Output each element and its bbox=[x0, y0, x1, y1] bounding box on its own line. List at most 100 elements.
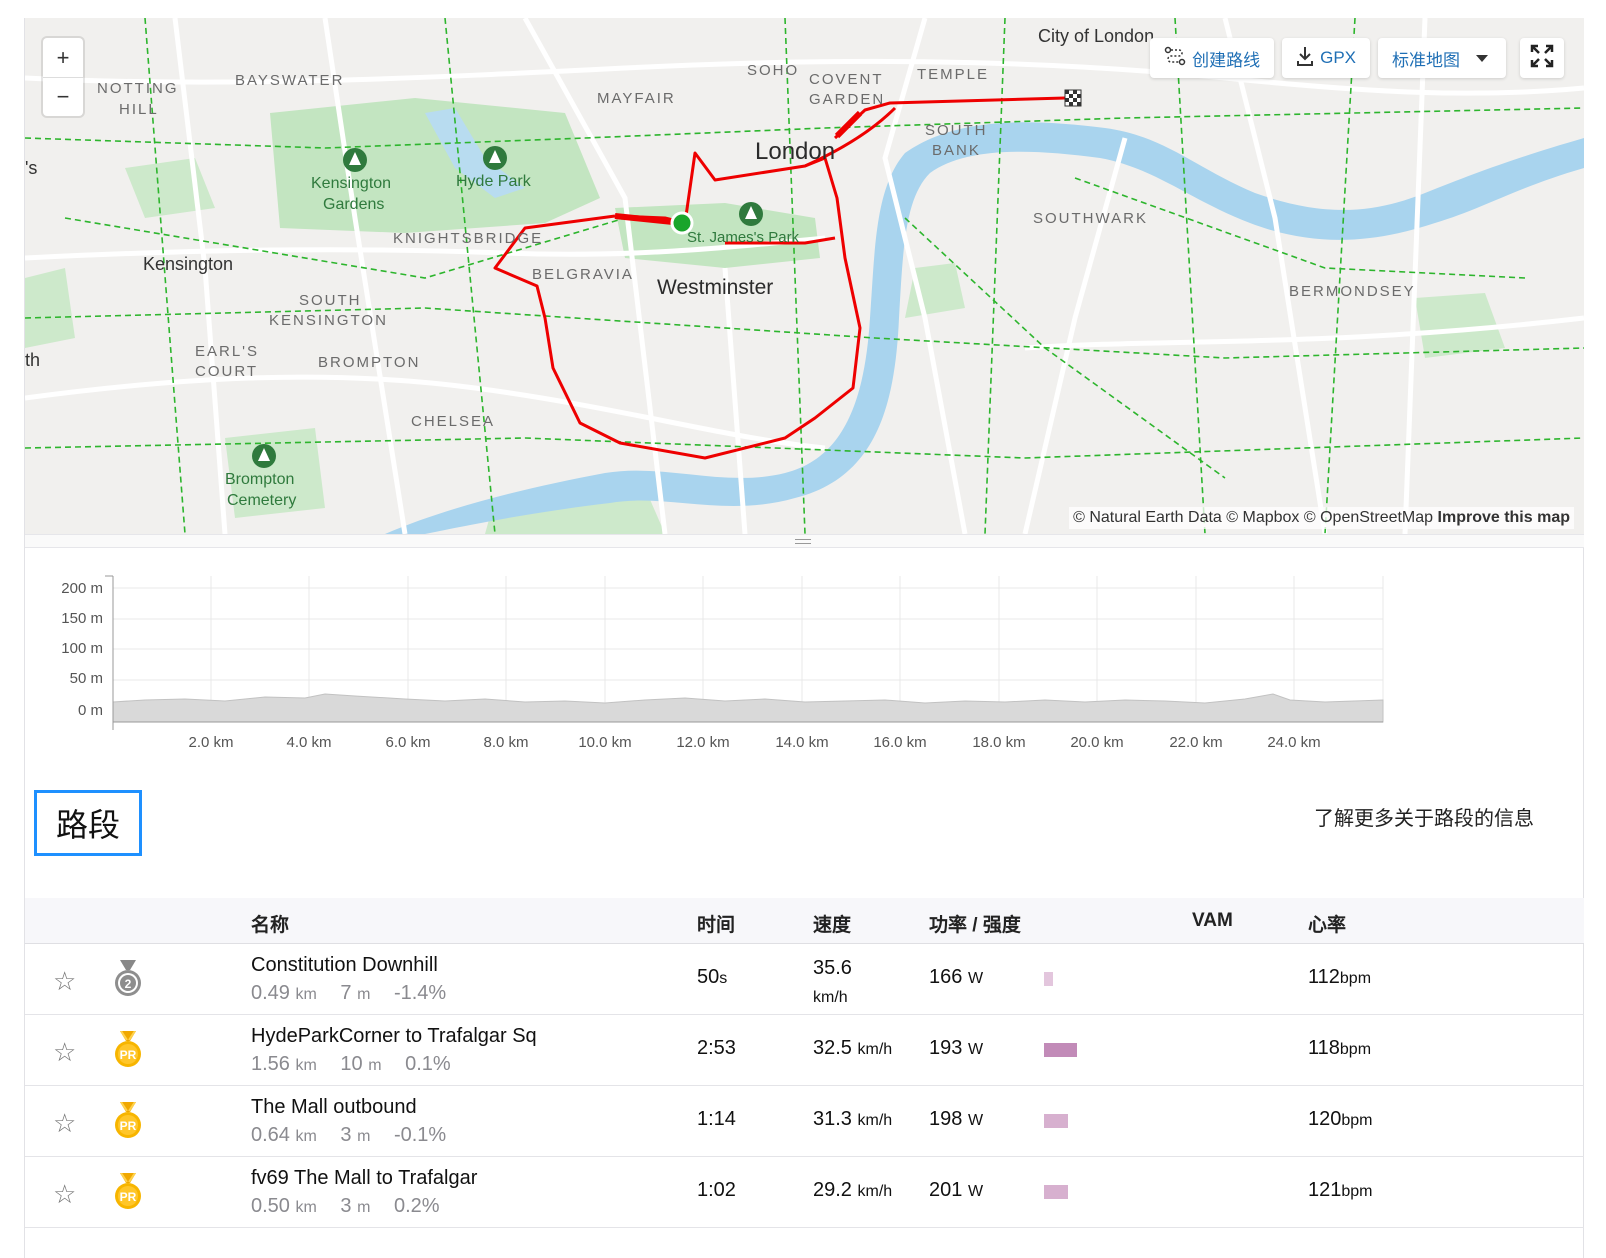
elevation-x-tick: 12.0 km bbox=[676, 734, 730, 751]
segment-time: 50s bbox=[697, 966, 727, 989]
map-label-mayfair: MAYFAIR bbox=[597, 90, 676, 107]
create-route-button[interactable]: 创建路线 bbox=[1150, 38, 1275, 78]
segment-name[interactable]: The Mall outbound bbox=[251, 1096, 417, 1118]
map-label-covent: COVENT bbox=[809, 71, 884, 88]
column-name[interactable]: 名称 bbox=[251, 915, 290, 936]
elevation-x-tick: 22.0 km bbox=[1169, 734, 1223, 751]
map-label-london: London bbox=[755, 138, 836, 165]
elevation-x-tick: 4.0 km bbox=[286, 734, 332, 751]
map-label-kensington-gardens-1: Kensington bbox=[311, 175, 392, 192]
segment-speed-value: 29.2 bbox=[813, 1179, 852, 1201]
star-icon[interactable]: ☆ bbox=[53, 1108, 77, 1138]
zoom-out-button[interactable]: − bbox=[43, 77, 83, 116]
segment-hr-unit: bpm bbox=[1339, 970, 1372, 987]
segment-power-value: 201 bbox=[929, 1179, 963, 1201]
segment-elevation-unit: m bbox=[368, 1057, 382, 1074]
create-route-label: 创建路线 bbox=[1192, 50, 1261, 70]
column-heart-rate[interactable]: 心率 bbox=[1308, 915, 1347, 936]
column-power[interactable]: 功率 / 强度 bbox=[929, 915, 1021, 936]
segment-power: 201 W bbox=[929, 1179, 983, 1202]
elevation-svg bbox=[105, 575, 1384, 730]
table-row[interactable]: ☆ 2 Constitution Downhill 0.49 km 7 m -1… bbox=[25, 944, 1584, 1015]
intensity-bar bbox=[1044, 972, 1053, 986]
table-row[interactable]: ☆ PR HydeParkCorner to Trafalgar Sq 1.56… bbox=[25, 1015, 1584, 1086]
star-icon[interactable]: ☆ bbox=[53, 966, 77, 996]
segment-hr-unit: bpm bbox=[1339, 1041, 1372, 1058]
medal-icon: PR bbox=[113, 1030, 143, 1069]
segment-elevation: 3 bbox=[340, 1124, 352, 1146]
map-style-label: 标准地图 bbox=[1392, 50, 1460, 70]
svg-text:PR: PR bbox=[120, 1119, 137, 1133]
expand-icon bbox=[1530, 44, 1554, 73]
map-label-westminster: Westminster bbox=[657, 276, 774, 299]
attribution-text[interactable]: © Natural Earth Data © Mapbox © OpenStre… bbox=[1073, 509, 1434, 526]
segment-name[interactable]: HydeParkCorner to Trafalgar Sq bbox=[251, 1025, 537, 1047]
segment-elevation: 3 bbox=[340, 1195, 352, 1217]
intensity-bar bbox=[1044, 1114, 1068, 1128]
table-header: 名称 时间 速度 功率 / 强度 VAM 心率 bbox=[25, 898, 1584, 944]
map-label-notting: NOTTING bbox=[97, 80, 179, 97]
map-label-south-bank-2: BANK bbox=[932, 142, 981, 159]
column-speed[interactable]: 速度 bbox=[813, 915, 852, 936]
table-row[interactable]: ☆ PR fv69 The Mall to Trafalgar 0.50 km … bbox=[25, 1157, 1584, 1228]
segment-hr-unit: bpm bbox=[1341, 1183, 1373, 1200]
column-vam[interactable]: VAM bbox=[1192, 910, 1233, 931]
segment-hr-value: 112 bbox=[1308, 966, 1340, 988]
svg-text:PR: PR bbox=[120, 1190, 137, 1204]
segment-stats: 0.64 km 3 m -0.1% bbox=[251, 1124, 446, 1147]
segment-hr-unit: bpm bbox=[1341, 1112, 1373, 1129]
segment-distance-unit: km bbox=[295, 1057, 317, 1074]
download-icon bbox=[1296, 46, 1314, 71]
segment-distance: 0.49 bbox=[251, 982, 290, 1004]
segment-heart-rate: 121bpm bbox=[1308, 1179, 1373, 1202]
segment-name[interactable]: fv69 The Mall to Trafalgar bbox=[251, 1167, 478, 1189]
intensity-bar bbox=[1044, 1043, 1077, 1057]
map-attribution: © Natural Earth Data © Mapbox © OpenStre… bbox=[1069, 507, 1574, 529]
improve-map-link[interactable]: Improve this map bbox=[1437, 509, 1570, 526]
segments-table: 名称 时间 速度 功率 / 强度 VAM 心率 ☆ 2 Constitution… bbox=[25, 898, 1584, 1228]
segment-stats: 0.49 km 7 m -1.4% bbox=[251, 982, 446, 1005]
segment-power: 166 W bbox=[929, 966, 983, 989]
segment-power-unit: W bbox=[967, 1183, 984, 1200]
map-label-bayswater: BAYSWATER bbox=[235, 72, 345, 89]
segment-power-value: 166 bbox=[929, 966, 963, 988]
medal-icon: 2 bbox=[113, 960, 143, 998]
segment-time: 2:53 bbox=[697, 1037, 736, 1060]
star-icon[interactable]: ☆ bbox=[53, 1037, 77, 1067]
map-canvas[interactable] bbox=[25, 18, 1584, 534]
resize-handle[interactable] bbox=[25, 534, 1584, 548]
segment-speed-unit: km/h bbox=[857, 1041, 893, 1058]
elevation-chart[interactable]: 200 m 150 m 100 m 50 m 0 m 2.0 km 4.0 km… bbox=[25, 560, 1584, 760]
gpx-download-button[interactable]: GPX bbox=[1282, 38, 1370, 78]
map-label-temple: TEMPLE bbox=[917, 66, 990, 83]
column-time[interactable]: 时间 bbox=[697, 915, 736, 936]
segment-power-unit: W bbox=[967, 970, 984, 987]
segment-power-value: 193 bbox=[929, 1037, 963, 1059]
fullscreen-button[interactable] bbox=[1520, 38, 1564, 78]
segment-hr-value: 121 bbox=[1308, 1179, 1342, 1201]
route-map[interactable]: City of London London Westminster Kensin… bbox=[25, 18, 1584, 534]
segment-distance-unit: km bbox=[295, 986, 317, 1003]
map-label-hyde-park: Hyde Park bbox=[456, 173, 531, 190]
table-row[interactable]: ☆ PR The Mall outbound 0.64 km 3 m -0.1%… bbox=[25, 1086, 1584, 1157]
star-icon[interactable]: ☆ bbox=[53, 1179, 77, 1209]
segment-speed: 31.3 km/h bbox=[813, 1108, 892, 1131]
segment-time-value: 1:14 bbox=[697, 1108, 736, 1130]
elevation-x-tick: 18.0 km bbox=[972, 734, 1026, 751]
map-label-st-james: St. James's Park bbox=[687, 229, 800, 246]
learn-more-link[interactable]: 了解更多关于路段的信息 bbox=[1314, 808, 1534, 830]
segment-time-value: 2:53 bbox=[697, 1037, 736, 1059]
map-style-select[interactable]: 标准地图 bbox=[1378, 38, 1506, 78]
map-label-bermondsey: BERMONDSEY bbox=[1289, 283, 1416, 300]
map-label-kensington: Kensington bbox=[143, 254, 234, 274]
map-label-edge-s: 's bbox=[25, 158, 38, 178]
map-label-earls: EARL'S bbox=[195, 343, 260, 360]
segment-name[interactable]: Constitution Downhill bbox=[251, 954, 438, 976]
map-label-garden: GARDEN bbox=[809, 91, 886, 108]
segment-speed-value: 35.6 bbox=[813, 957, 852, 979]
zoom-in-button[interactable]: + bbox=[56, 44, 70, 70]
elevation-x-tick: 24.0 km bbox=[1267, 734, 1321, 751]
segment-speed: 35.6 km/h bbox=[813, 954, 873, 1012]
segment-time-unit: s bbox=[719, 970, 728, 987]
segment-distance-unit: km bbox=[295, 1199, 317, 1216]
